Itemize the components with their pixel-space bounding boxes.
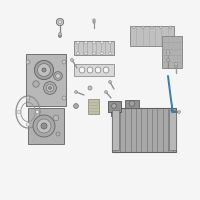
Circle shape — [178, 111, 180, 113]
Circle shape — [38, 64, 50, 76]
Circle shape — [49, 87, 51, 89]
Circle shape — [62, 60, 66, 64]
Circle shape — [175, 65, 177, 67]
Bar — [74, 41, 114, 55]
Circle shape — [142, 26, 144, 28]
Circle shape — [75, 91, 77, 93]
Bar — [130, 26, 174, 46]
Circle shape — [167, 59, 169, 61]
Circle shape — [58, 20, 62, 24]
Bar — [162, 36, 182, 68]
Circle shape — [56, 132, 60, 136]
Circle shape — [178, 111, 180, 113]
Circle shape — [26, 98, 30, 101]
Circle shape — [77, 41, 79, 44]
Circle shape — [41, 123, 47, 129]
Circle shape — [26, 60, 30, 64]
Bar — [74, 64, 114, 76]
Bar — [111, 112, 117, 116]
Bar — [169, 110, 176, 150]
Circle shape — [53, 115, 59, 121]
Circle shape — [33, 115, 55, 137]
Ellipse shape — [95, 67, 101, 73]
Circle shape — [37, 119, 51, 133]
Circle shape — [109, 41, 111, 44]
Circle shape — [160, 26, 162, 28]
Bar — [112, 108, 176, 152]
Bar — [125, 100, 139, 108]
Circle shape — [46, 84, 54, 92]
Circle shape — [59, 35, 61, 37]
Circle shape — [85, 41, 87, 44]
Circle shape — [109, 52, 111, 55]
Circle shape — [62, 96, 66, 100]
Circle shape — [42, 68, 46, 72]
Ellipse shape — [79, 67, 85, 73]
Bar — [112, 110, 119, 150]
Circle shape — [101, 52, 103, 55]
Circle shape — [56, 18, 64, 26]
Circle shape — [93, 19, 95, 21]
Circle shape — [175, 63, 177, 65]
Circle shape — [33, 81, 39, 87]
Circle shape — [133, 26, 135, 28]
Circle shape — [17, 110, 20, 114]
Circle shape — [93, 52, 95, 55]
Circle shape — [54, 72, 62, 80]
Circle shape — [167, 53, 169, 55]
Circle shape — [74, 104, 78, 108]
Circle shape — [129, 101, 135, 106]
Circle shape — [56, 18, 64, 26]
Circle shape — [151, 26, 153, 28]
Ellipse shape — [87, 67, 93, 73]
Circle shape — [56, 74, 60, 78]
Bar — [108, 101, 120, 112]
Circle shape — [88, 86, 92, 90]
Circle shape — [169, 26, 171, 28]
Circle shape — [105, 91, 107, 93]
Circle shape — [77, 52, 79, 55]
Circle shape — [26, 123, 30, 126]
Bar — [88, 99, 99, 114]
Circle shape — [34, 60, 54, 80]
Circle shape — [112, 104, 116, 108]
Bar — [26, 54, 66, 106]
Circle shape — [36, 110, 39, 114]
Ellipse shape — [103, 67, 109, 73]
Circle shape — [166, 50, 170, 54]
Circle shape — [26, 96, 30, 100]
Circle shape — [93, 41, 95, 44]
Circle shape — [71, 59, 73, 61]
Circle shape — [59, 33, 61, 35]
Circle shape — [44, 82, 56, 94]
Circle shape — [109, 81, 111, 83]
Bar — [28, 108, 64, 144]
Circle shape — [93, 21, 95, 23]
Circle shape — [101, 41, 103, 44]
Circle shape — [85, 52, 87, 55]
